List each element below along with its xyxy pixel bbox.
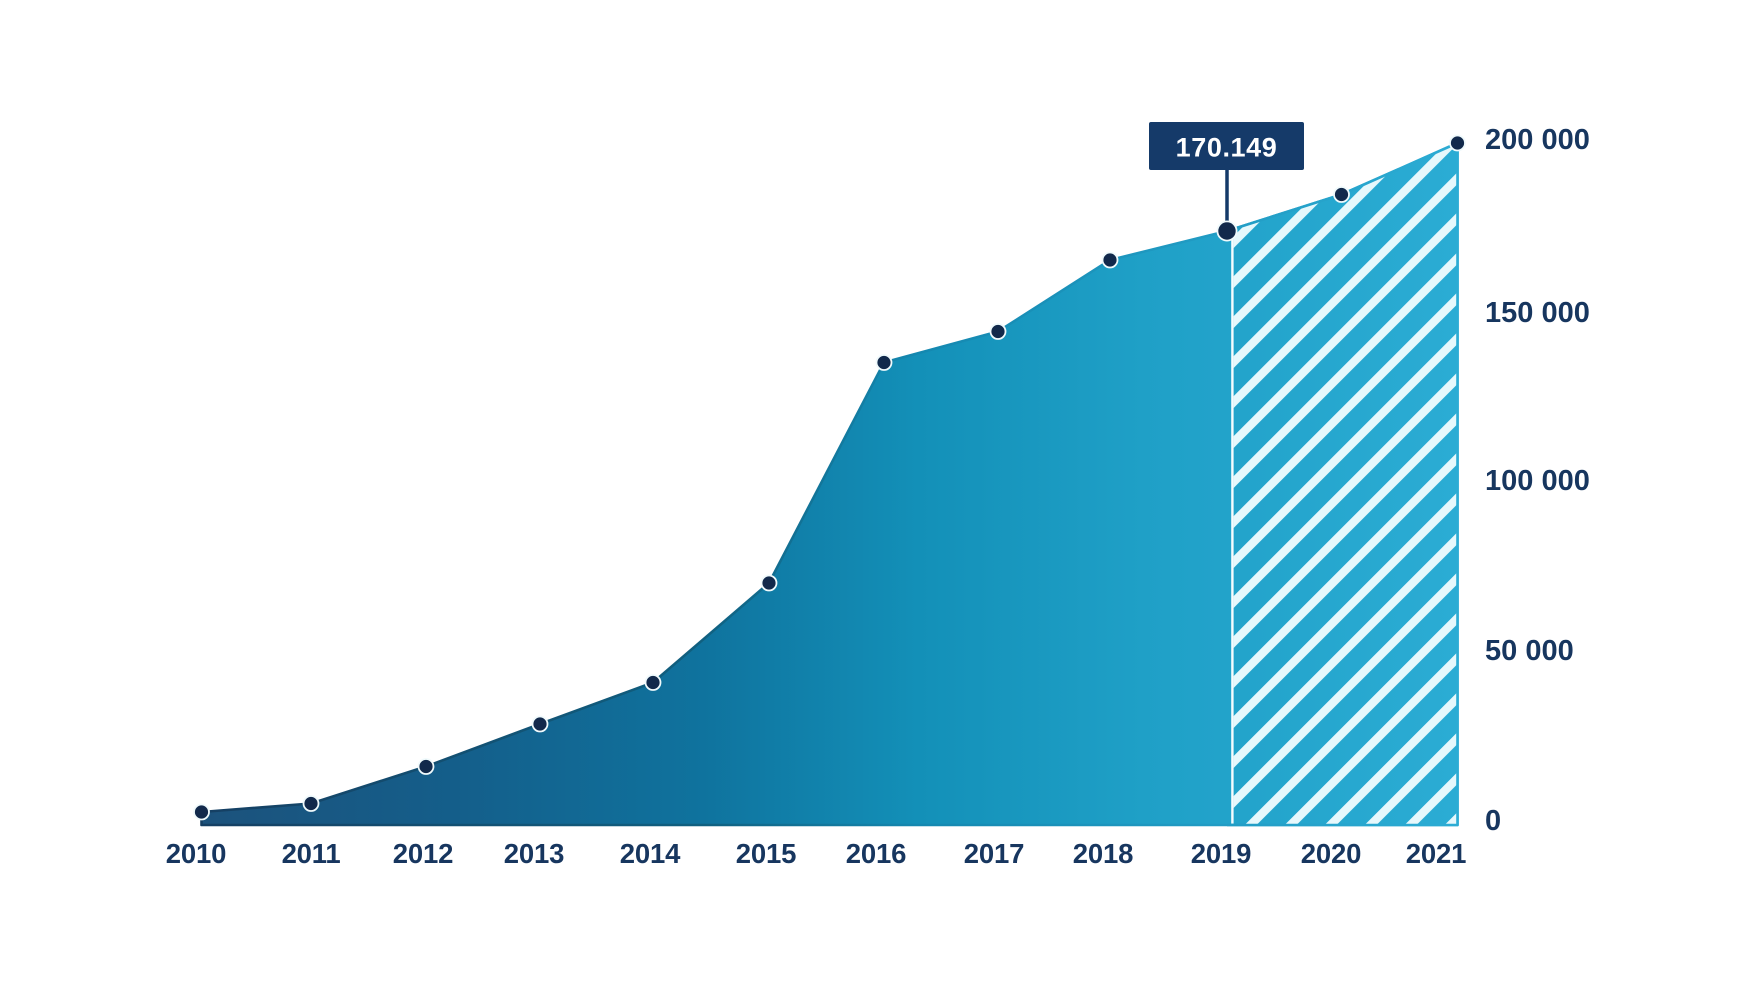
svg-text:150 000: 150 000 [1485,297,1590,329]
svg-text:0: 0 [1485,805,1501,837]
svg-text:2015: 2015 [736,838,796,869]
svg-text:2018: 2018 [1073,838,1133,869]
svg-text:2021: 2021 [1406,838,1466,869]
svg-text:2019: 2019 [1191,838,1251,869]
svg-text:2013: 2013 [504,838,564,869]
svg-text:2017: 2017 [964,838,1024,869]
svg-text:2014: 2014 [620,838,681,869]
svg-text:2011: 2011 [282,838,341,869]
svg-text:2012: 2012 [393,838,453,869]
svg-text:200 000: 200 000 [1485,124,1590,156]
svg-text:2020: 2020 [1301,838,1361,869]
svg-text:170.149: 170.149 [1176,133,1278,163]
svg-text:2010: 2010 [166,838,226,869]
svg-text:50 000: 50 000 [1485,635,1574,667]
svg-text:2016: 2016 [846,838,906,869]
svg-text:100 000: 100 000 [1485,465,1590,497]
